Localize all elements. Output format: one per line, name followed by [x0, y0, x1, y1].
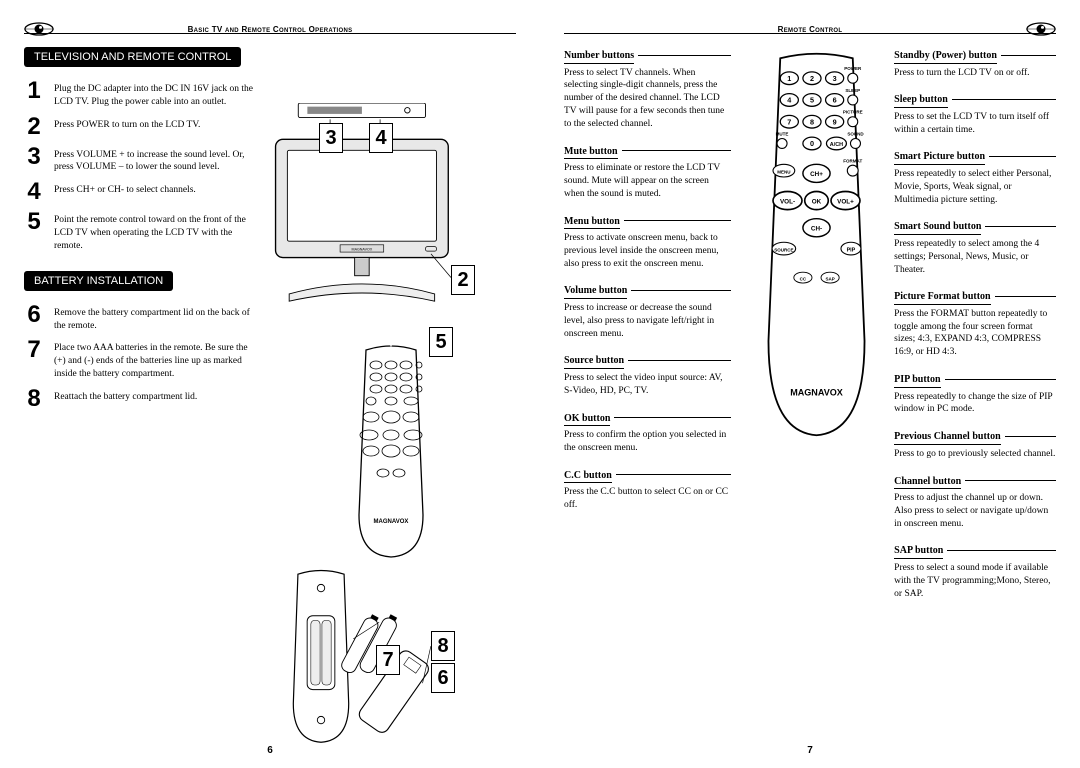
- svg-text:3: 3: [832, 74, 836, 83]
- desc-channel: Channel button Press to adjust the chann…: [894, 475, 1056, 531]
- right-header: Remote Control: [564, 18, 1056, 40]
- desc-mute: Mute button Press to eliminate or restor…: [564, 145, 731, 201]
- svg-text:2: 2: [810, 74, 814, 83]
- desc-sap: SAP button Press to select a sound mode …: [894, 544, 1056, 600]
- svg-text:SAP: SAP: [825, 276, 834, 281]
- step-8: 8Reattach the battery compartment lid.: [24, 387, 259, 411]
- callout-3: 3: [319, 123, 343, 153]
- svg-text:8: 8: [810, 117, 814, 126]
- svg-text:FORMAT: FORMAT: [843, 159, 862, 164]
- left-header-title: Basic TV and Remote Control Operations: [188, 25, 353, 34]
- desc-menu: Menu button Press to activate onscreen m…: [564, 215, 731, 271]
- remote-diagram: 1 2 3 POWER 4 5 6 SLEEP: [739, 49, 887, 729]
- desc-number: Number buttons Press to select TV channe…: [564, 49, 731, 131]
- desc-format: Picture Format button Press the FORMAT b…: [894, 290, 1056, 359]
- callout-6: 6: [431, 663, 455, 693]
- svg-text:7: 7: [787, 117, 791, 126]
- svg-text:4: 4: [787, 96, 791, 105]
- svg-text:MAGNAVOX: MAGNAVOX: [374, 519, 409, 525]
- section-tv-remote: TELEVISION AND REMOTE CONTROL: [24, 47, 241, 67]
- svg-text:OK: OK: [811, 198, 821, 205]
- svg-text:5: 5: [810, 96, 814, 105]
- svg-text:A/CH: A/CH: [829, 142, 842, 148]
- remote-descriptions-left: Number buttons Press to select TV channe…: [564, 49, 731, 729]
- svg-text:PIP: PIP: [846, 247, 855, 253]
- callout-2: 2: [451, 265, 475, 295]
- step-4: 4Press CH+ or CH- to select channels.: [24, 180, 259, 204]
- left-page: Basic TV and Remote Control Operations T…: [0, 0, 540, 766]
- left-page-number: 6: [267, 745, 273, 756]
- svg-text:MENU: MENU: [777, 169, 790, 174]
- step-5: 5Point the remote control toward on the …: [24, 210, 259, 252]
- callout-5: 5: [429, 327, 453, 357]
- right-header-title: Remote Control: [778, 25, 843, 34]
- svg-text:MAGNAVOX: MAGNAVOX: [790, 387, 843, 397]
- svg-text:SLEEP: SLEEP: [845, 88, 860, 93]
- svg-text:SOUND: SOUND: [847, 131, 864, 136]
- section-battery: BATTERY INSTALLATION: [24, 271, 173, 291]
- svg-text:MAGNAVOX: MAGNAVOX: [352, 247, 373, 251]
- desc-sleep: Sleep button Press to set the LCD TV to …: [894, 93, 1056, 136]
- svg-text:CH-: CH-: [810, 225, 821, 232]
- desc-pip: PIP button Press repeatedly to change th…: [894, 373, 1056, 416]
- svg-text:1: 1: [787, 74, 791, 83]
- svg-text:VOL+: VOL+: [837, 198, 854, 205]
- desc-prev: Previous Channel button Press to go to p…: [894, 430, 1056, 460]
- right-page: Remote Control Number buttons Press to s…: [540, 0, 1080, 766]
- desc-source: Source button Press to select the video …: [564, 354, 731, 397]
- callout-7: 7: [376, 645, 400, 675]
- svg-text:0: 0: [810, 139, 814, 148]
- step-7: 7Place two AAA batteries in the remote. …: [24, 338, 259, 380]
- remote-descriptions-right: Standby (Power) button Press to turn the…: [894, 49, 1056, 729]
- svg-text:POWER: POWER: [844, 66, 862, 71]
- eye-icon: [1026, 20, 1056, 38]
- svg-text:SOURCE: SOURCE: [774, 247, 793, 252]
- right-page-number: 7: [807, 745, 813, 756]
- step-2: 2Press POWER to turn on the LCD TV.: [24, 115, 259, 139]
- remote-front-illustration: MAGNAVOX: [341, 345, 441, 565]
- desc-cc: C.C button Press the C.C button to selec…: [564, 469, 731, 512]
- svg-text:MUTE: MUTE: [775, 131, 788, 136]
- step-3: 3Press VOLUME + to increase the sound le…: [24, 145, 259, 175]
- svg-text:CH+: CH+: [810, 171, 823, 178]
- callout-8: 8: [431, 631, 455, 661]
- desc-volume: Volume button Press to increase or decre…: [564, 284, 731, 340]
- desc-smart-picture: Smart Picture button Press repeatedly to…: [894, 150, 1056, 206]
- svg-text:PICTURE: PICTURE: [842, 110, 862, 115]
- svg-text:CC: CC: [799, 276, 806, 281]
- desc-smart-sound: Smart Sound button Press repeatedly to s…: [894, 220, 1056, 276]
- desc-ok: OK button Press to confirm the option yo…: [564, 412, 731, 455]
- step-1: 1Plug the DC adapter into the DC IN 16V …: [24, 79, 259, 109]
- svg-text:VOL-: VOL-: [780, 198, 795, 205]
- step-6: 6Remove the battery compartment lid on t…: [24, 303, 259, 333]
- svg-text:6: 6: [832, 96, 836, 105]
- desc-standby: Standby (Power) button Press to turn the…: [894, 49, 1056, 79]
- callout-4: 4: [369, 123, 393, 153]
- svg-text:9: 9: [832, 117, 836, 126]
